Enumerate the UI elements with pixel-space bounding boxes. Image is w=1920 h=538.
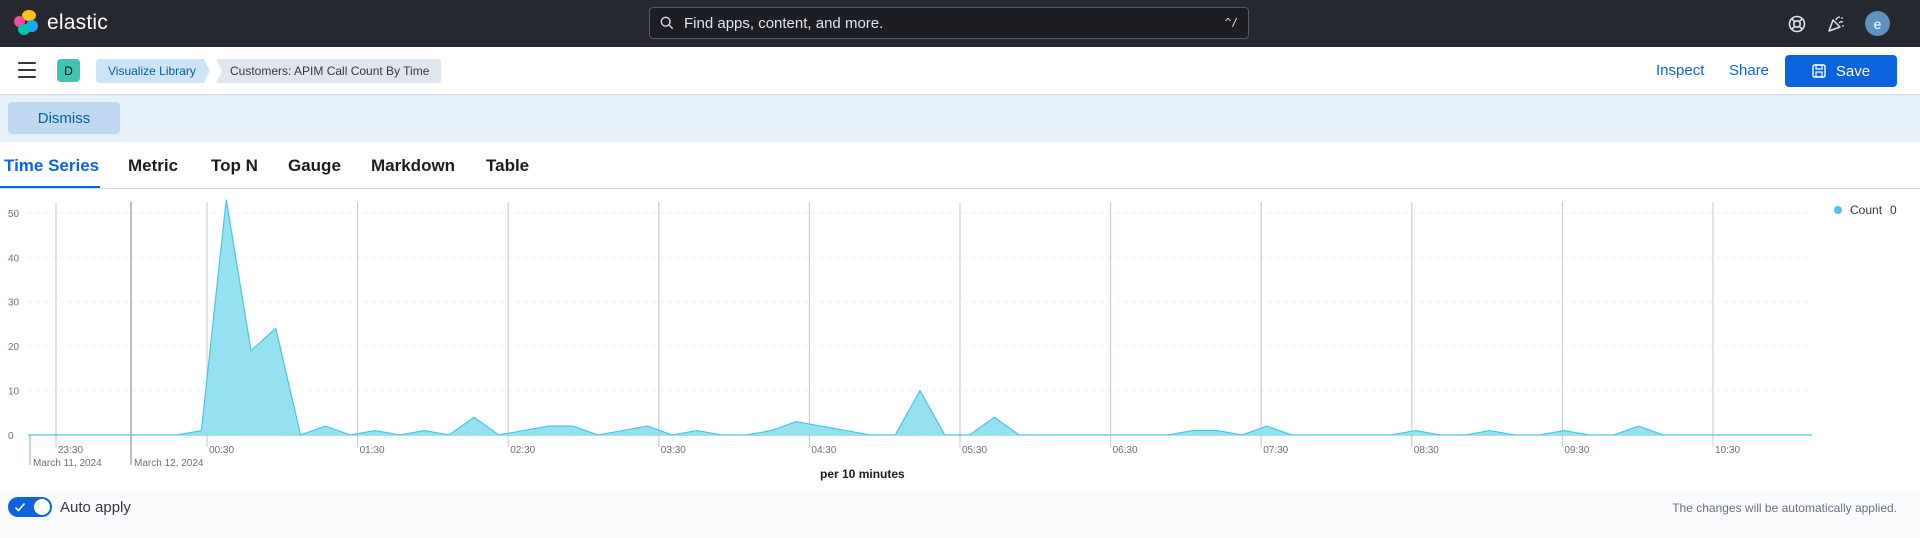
x-tick-label: 01:30: [360, 445, 385, 456]
search-shortcut-hint: ^/: [1224, 16, 1238, 29]
visualization-type-tabs: Time Series Metric Top N Gauge Markdown …: [0, 142, 1920, 189]
app-subheader: D Visualize Library Customers: APIM Call…: [0, 47, 1920, 95]
series-area-count: [28, 199, 1812, 435]
editor-footer: Auto apply The changes will be automatic…: [0, 490, 1920, 538]
tab-top-n[interactable]: Top N: [211, 156, 258, 175]
x-tick-label: 23:30: [58, 445, 83, 456]
hamburger-menu-icon[interactable]: [18, 62, 36, 78]
y-tick-label: 30: [8, 298, 20, 309]
tab-metric[interactable]: Metric: [128, 156, 179, 175]
save-button[interactable]: Save: [1785, 55, 1897, 87]
share-button[interactable]: Share: [1729, 62, 1770, 79]
auto-apply-note: The changes will be automatically applie…: [1672, 501, 1897, 515]
auto-apply-label: Auto apply: [60, 499, 131, 516]
y-tick-label: 0: [8, 431, 14, 442]
series-line-count: [28, 199, 1812, 436]
inspect-button[interactable]: Inspect: [1656, 62, 1705, 79]
x-tick-label: 04:30: [811, 445, 836, 456]
x-tick-label: 10:30: [1715, 445, 1740, 456]
tab-table[interactable]: Table: [486, 156, 530, 175]
y-tick-label: 10: [8, 387, 20, 398]
search-input[interactable]: [684, 14, 1204, 32]
top-header: elastic ^/ e: [0, 0, 1920, 47]
help-icon[interactable]: [1787, 14, 1807, 34]
x-tick-label: 02:30: [510, 445, 535, 456]
x-tick-label: 06:30: [1113, 445, 1138, 456]
breadcrumb-visualize-library[interactable]: Visualize Library: [96, 59, 210, 83]
y-tick-label: 40: [8, 253, 20, 264]
check-icon: [14, 502, 26, 512]
elastic-logo-icon: [14, 10, 40, 36]
chart-legend[interactable]: Count 0: [1834, 203, 1897, 217]
y-tick-label: 20: [8, 342, 20, 353]
elastic-logo-text: elastic: [47, 11, 108, 34]
tab-markdown[interactable]: Markdown: [371, 156, 456, 175]
elastic-logo[interactable]: elastic: [14, 10, 108, 36]
save-icon: [1812, 64, 1826, 78]
global-search[interactable]: ^/: [649, 7, 1249, 39]
y-tick-label: 50: [8, 209, 20, 220]
x-tick-label: 07:30: [1263, 445, 1288, 456]
x-axis-title: per 10 minutes: [820, 467, 905, 481]
legend-value-count: 0: [1890, 203, 1897, 217]
x-tick-label: 09:30: [1564, 445, 1589, 456]
legend-swatch-count: [1834, 206, 1842, 214]
whats-new-icon[interactable]: [1826, 14, 1846, 34]
x-tick-label: 03:30: [661, 445, 686, 456]
legend-item-count: Count: [1850, 203, 1883, 217]
chart-canvas: 0 10 20 30 40 50 23:30 00:30 01:30 02:30 03:30 04:3…: [8, 199, 1812, 469]
tab-time-series[interactable]: Time Series: [4, 156, 100, 175]
save-button-label: Save: [1835, 62, 1871, 80]
breadcrumb-current-visualization: Customers: APIM Call Count By Time: [216, 59, 442, 83]
active-tab-indicator: [0, 186, 100, 188]
info-callout: Dismiss: [0, 95, 1920, 142]
date-label: March 12, 2024: [134, 458, 204, 469]
tab-gauge[interactable]: Gauge: [288, 156, 341, 175]
search-icon: [660, 16, 674, 30]
time-series-chart: 0 10 20 30 40 50 23:30 00:30 01:30 02:30 03:30 04:3…: [0, 190, 1920, 490]
space-avatar[interactable]: D: [57, 59, 80, 82]
x-tick-label: 00:30: [209, 445, 234, 456]
user-avatar[interactable]: e: [1865, 11, 1890, 36]
toggle-knob: [34, 499, 50, 515]
dismiss-button[interactable]: Dismiss: [8, 102, 120, 134]
x-tick-label: 05:30: [962, 445, 987, 456]
date-label: March 11, 2024: [33, 458, 102, 469]
auto-apply-toggle[interactable]: [8, 497, 52, 517]
x-tick-label: 08:30: [1414, 445, 1439, 456]
